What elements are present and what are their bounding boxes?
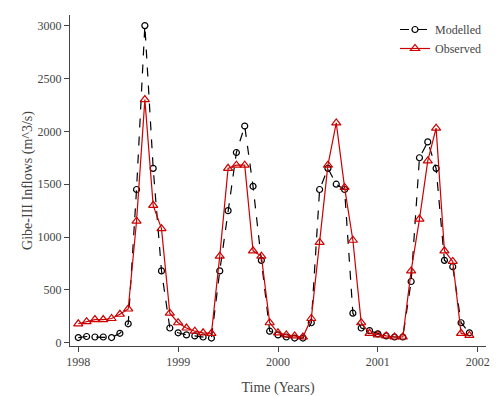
svg-text:1000: 1000 [38, 230, 62, 244]
svg-text:1500: 1500 [38, 177, 62, 191]
svg-text:1998: 1998 [66, 355, 90, 369]
svg-text:Time (Years): Time (Years) [241, 380, 314, 396]
svg-text:0: 0 [56, 336, 62, 350]
svg-text:1999: 1999 [166, 355, 190, 369]
svg-text:2000: 2000 [266, 355, 290, 369]
svg-text:3000: 3000 [38, 19, 62, 33]
svg-text:500: 500 [44, 283, 62, 297]
svg-text:2001: 2001 [366, 355, 390, 369]
svg-text:Modelled: Modelled [435, 23, 481, 37]
svg-text:Observed: Observed [435, 42, 481, 56]
svg-text:Gibe-III Inflows (m^3/s): Gibe-III Inflows (m^3/s) [20, 111, 36, 250]
svg-text:2000: 2000 [38, 125, 62, 139]
svg-text:2500: 2500 [38, 72, 62, 86]
svg-text:2002: 2002 [466, 355, 490, 369]
